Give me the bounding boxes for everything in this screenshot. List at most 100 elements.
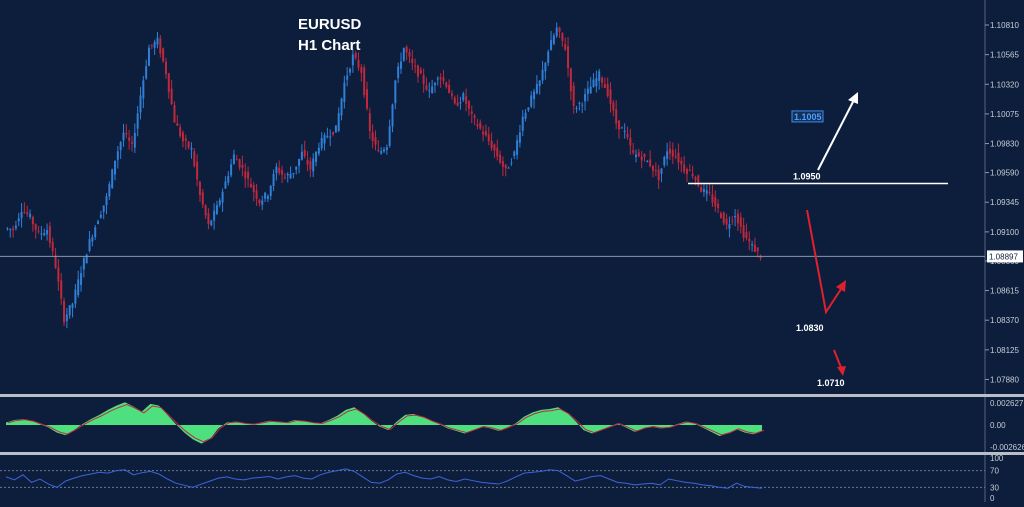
candle-body [204, 205, 207, 216]
candle-body [714, 197, 717, 207]
candle-body [598, 71, 601, 81]
candle-body [326, 135, 329, 138]
candle-body [227, 175, 230, 183]
candle-body [159, 38, 162, 54]
candle-body [513, 151, 516, 157]
price-tick-label: 1.08370 [990, 316, 1019, 325]
candle-body [383, 149, 385, 152]
candle-body [37, 230, 40, 232]
candle-body [394, 80, 397, 104]
candle-body [255, 190, 258, 199]
candle-body [269, 185, 272, 196]
candle-body [133, 132, 136, 148]
candle-body [281, 170, 284, 175]
rsi-line [5, 468, 763, 489]
candle-body [685, 169, 688, 175]
candle-body [252, 184, 255, 193]
candle-body [258, 199, 261, 204]
candle-body [428, 90, 431, 92]
candle-body [278, 168, 281, 173]
rsi-panel: 100 70 30 0 [0, 452, 1024, 503]
candle-body [102, 205, 105, 212]
candle-body [368, 113, 371, 132]
candle-body [524, 112, 527, 119]
price-tick-label: 1.10565 [990, 51, 1019, 60]
price-tick-label: 1.09345 [990, 198, 1019, 207]
oscillator-tick-label: -0.002626 [990, 443, 1024, 452]
candle-body [60, 280, 63, 299]
candle-body [533, 91, 536, 99]
candle-body [63, 300, 66, 323]
candle-body [142, 80, 145, 99]
candle-body [85, 254, 88, 264]
candle-body [626, 133, 629, 138]
candle-body [439, 77, 442, 80]
candle-body [479, 122, 482, 129]
candle-body [337, 113, 340, 132]
candle-body [736, 213, 739, 224]
candle-body [65, 314, 68, 322]
candle-body [496, 147, 499, 157]
candle-body [111, 169, 114, 189]
candle-body [677, 152, 680, 163]
candle-body [43, 233, 46, 236]
candle-body [176, 123, 179, 126]
candle-body [450, 93, 453, 96]
candle-body [363, 67, 366, 96]
marked-levels: 1.0950 1.1005 1.0830 1.0710 [688, 92, 948, 388]
price-tick-label: 1.10075 [990, 110, 1019, 119]
candle-body [116, 151, 119, 160]
candle-body [179, 127, 182, 136]
candle-body [561, 32, 564, 41]
candle-body [482, 131, 485, 135]
candle-body [654, 170, 657, 172]
candle-body [490, 140, 493, 149]
candle-body [80, 273, 83, 285]
candle-body [385, 147, 388, 151]
candle-body [354, 53, 357, 59]
price-tick-label: 1.08615 [990, 287, 1019, 296]
candle-body [632, 150, 635, 153]
candle-body [448, 85, 451, 94]
candle-body [351, 54, 354, 66]
oscillator-tick-label: 0.002627 [990, 399, 1024, 408]
candle-body [29, 213, 32, 217]
rsi-tick-label: 30 [990, 483, 999, 492]
candle-body [122, 132, 125, 141]
candle-body [244, 171, 247, 179]
candle-body [320, 138, 323, 149]
candle-body [470, 111, 473, 114]
candle-body [241, 165, 244, 168]
candle-body [595, 78, 598, 87]
candle-body [332, 131, 335, 135]
candle-body [518, 132, 521, 143]
candle-body [261, 200, 264, 205]
candle-body [516, 140, 519, 155]
candle-body [527, 107, 530, 111]
candle-body [374, 137, 377, 145]
candle-body [283, 177, 286, 179]
candle-body [643, 153, 646, 158]
candle-body [218, 200, 221, 205]
candle-body [702, 188, 705, 192]
candle-body [501, 160, 504, 167]
candle-body [416, 65, 419, 77]
candle-body [77, 279, 80, 296]
candle-body [289, 173, 292, 179]
candle-body [705, 190, 708, 194]
candle-body [153, 41, 156, 48]
candle-body [751, 244, 754, 246]
candle-body [173, 105, 176, 123]
candle-body [224, 181, 227, 189]
candle-body [147, 47, 150, 66]
candle-body [150, 44, 153, 46]
oscillator-tick-label: 0.00 [990, 421, 1006, 430]
rsi-tick-label: 100 [990, 454, 1004, 463]
candle-body [408, 52, 411, 57]
candle-body [618, 120, 621, 130]
candle-body [651, 165, 654, 171]
candle-body [207, 213, 210, 225]
candle-body [309, 161, 312, 170]
candle-body [640, 156, 643, 161]
